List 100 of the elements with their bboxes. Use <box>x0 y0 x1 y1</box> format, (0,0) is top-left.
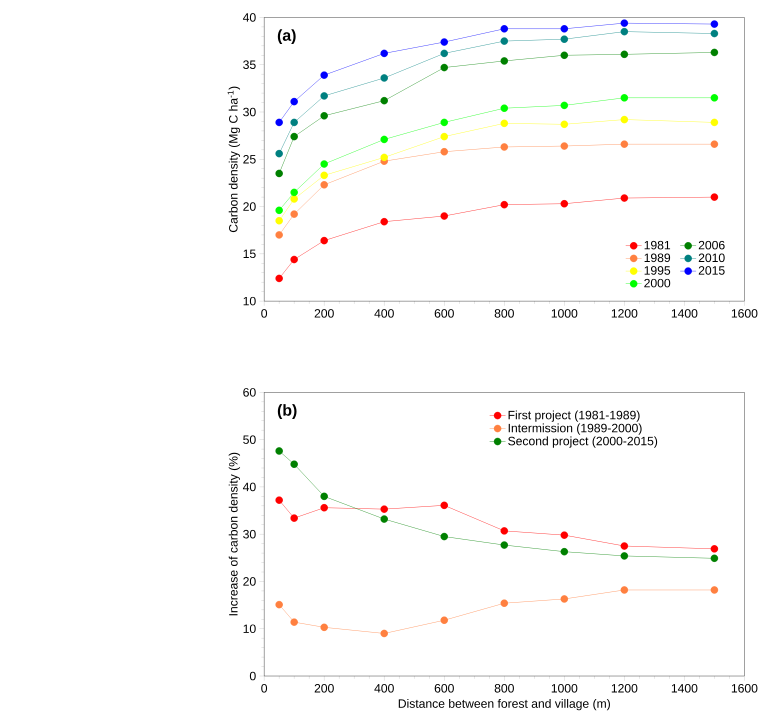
point <box>275 118 283 126</box>
point <box>320 492 328 500</box>
point <box>320 504 328 512</box>
point <box>380 218 388 226</box>
point <box>440 532 448 540</box>
point <box>710 48 718 56</box>
point <box>440 64 448 72</box>
legend-label: Second project (2000-2015) <box>508 436 658 448</box>
y-tick-label: 40 <box>242 12 256 22</box>
point <box>500 200 508 208</box>
point <box>560 200 568 208</box>
y-tick-label: 35 <box>243 60 256 69</box>
x-tick-label: 600 <box>434 684 454 692</box>
point <box>290 256 298 264</box>
point <box>440 38 448 46</box>
x-tick-label: 400 <box>374 308 394 318</box>
legend-label: 1981 <box>644 240 670 250</box>
point <box>275 216 283 224</box>
point <box>560 142 568 150</box>
point <box>620 50 628 58</box>
x-axis-title: Distance between forest and village (m) <box>398 698 610 710</box>
x-tick-label: 200 <box>314 684 334 692</box>
point <box>380 49 388 57</box>
x-tick-label: 400 <box>374 684 394 692</box>
x-tick-label: 1400 <box>672 684 698 692</box>
point <box>560 548 568 556</box>
x-tick-label: 0 <box>261 308 268 318</box>
point <box>275 170 283 178</box>
point <box>320 623 328 631</box>
y-tick-label: 30 <box>243 530 256 538</box>
point <box>500 104 508 112</box>
point <box>380 153 388 161</box>
point <box>380 74 388 82</box>
point <box>560 35 568 43</box>
legend-label: First project (1981-1989) <box>508 410 640 422</box>
point <box>620 28 628 36</box>
x-tick-label: 1600 <box>732 308 758 318</box>
point <box>560 120 568 128</box>
point <box>560 531 568 539</box>
point <box>440 148 448 156</box>
point <box>320 180 328 188</box>
point <box>500 541 508 549</box>
point <box>440 501 448 509</box>
y-tick-label: 20 <box>243 576 256 586</box>
x-tick-label: 600 <box>434 308 454 318</box>
x-tick-label: 0 <box>261 684 268 692</box>
point <box>380 96 388 104</box>
point <box>560 101 568 109</box>
point <box>290 618 298 626</box>
point <box>500 526 508 534</box>
point <box>290 132 298 140</box>
point <box>500 599 508 607</box>
x-tick-label: 800 <box>494 308 514 318</box>
point <box>275 496 283 504</box>
point <box>710 118 718 126</box>
point <box>440 616 448 624</box>
point <box>500 143 508 151</box>
point <box>440 49 448 57</box>
y-axis-title: Carbon density (Mg C ha$^{-1}$) <box>228 86 240 232</box>
point <box>380 135 388 143</box>
point <box>290 188 298 196</box>
y-tick-label: 30 <box>243 108 256 116</box>
point <box>620 552 628 560</box>
x-tick-label: 800 <box>494 684 514 692</box>
point <box>560 51 568 59</box>
x-tick-label: 1000 <box>552 308 578 318</box>
point <box>275 150 283 158</box>
point <box>710 30 718 38</box>
point <box>560 595 568 603</box>
point <box>710 94 718 102</box>
legend-label: 2015 <box>698 266 725 275</box>
annotation: (a) <box>278 29 296 44</box>
y-tick-label: 40 <box>242 482 256 492</box>
point <box>710 20 718 28</box>
point <box>320 71 328 79</box>
point <box>500 24 508 32</box>
y-tick-label: 25 <box>243 154 256 164</box>
y-axis-title: Increase of carbon density (%) <box>228 452 240 616</box>
point <box>320 171 328 179</box>
point <box>710 140 718 148</box>
point <box>320 92 328 100</box>
point <box>710 554 718 562</box>
point <box>620 542 628 550</box>
legend-label: 2006 <box>698 240 725 250</box>
point <box>500 57 508 65</box>
point <box>620 94 628 102</box>
point <box>275 600 283 608</box>
point <box>560 24 568 32</box>
y-tick-label: 15 <box>244 249 256 258</box>
y-tick-label: 20 <box>243 202 256 211</box>
point <box>380 515 388 523</box>
legend-label: Intermission (1989-2000) <box>508 423 642 435</box>
annotation: (b) <box>278 404 297 419</box>
point <box>620 194 628 202</box>
point <box>440 212 448 220</box>
point <box>275 230 283 238</box>
point <box>290 514 298 522</box>
point <box>290 118 298 126</box>
y-tick-label: 10 <box>244 624 256 633</box>
legend-label: 2000 <box>644 278 670 288</box>
